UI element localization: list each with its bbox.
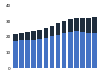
Bar bbox=[56, 35, 60, 68]
Bar bbox=[74, 31, 79, 68]
Bar bbox=[13, 34, 18, 41]
Bar bbox=[86, 18, 91, 33]
Bar bbox=[44, 28, 48, 38]
Bar bbox=[56, 23, 60, 35]
Bar bbox=[74, 18, 79, 31]
Bar bbox=[19, 33, 24, 40]
Bar bbox=[62, 33, 66, 68]
Bar bbox=[92, 17, 97, 33]
Bar bbox=[25, 32, 30, 40]
Bar bbox=[25, 40, 30, 68]
Bar bbox=[13, 41, 18, 68]
Bar bbox=[38, 30, 42, 39]
Bar bbox=[50, 36, 54, 68]
Bar bbox=[92, 33, 97, 68]
Bar bbox=[38, 39, 42, 68]
Bar bbox=[80, 32, 85, 68]
Bar bbox=[19, 40, 24, 68]
Bar bbox=[68, 32, 72, 68]
Bar bbox=[31, 40, 36, 68]
Bar bbox=[68, 19, 72, 32]
Bar bbox=[62, 21, 66, 33]
Bar bbox=[44, 38, 48, 68]
Bar bbox=[80, 18, 85, 32]
Bar bbox=[50, 26, 54, 36]
Bar bbox=[31, 31, 36, 40]
Bar bbox=[86, 33, 91, 68]
